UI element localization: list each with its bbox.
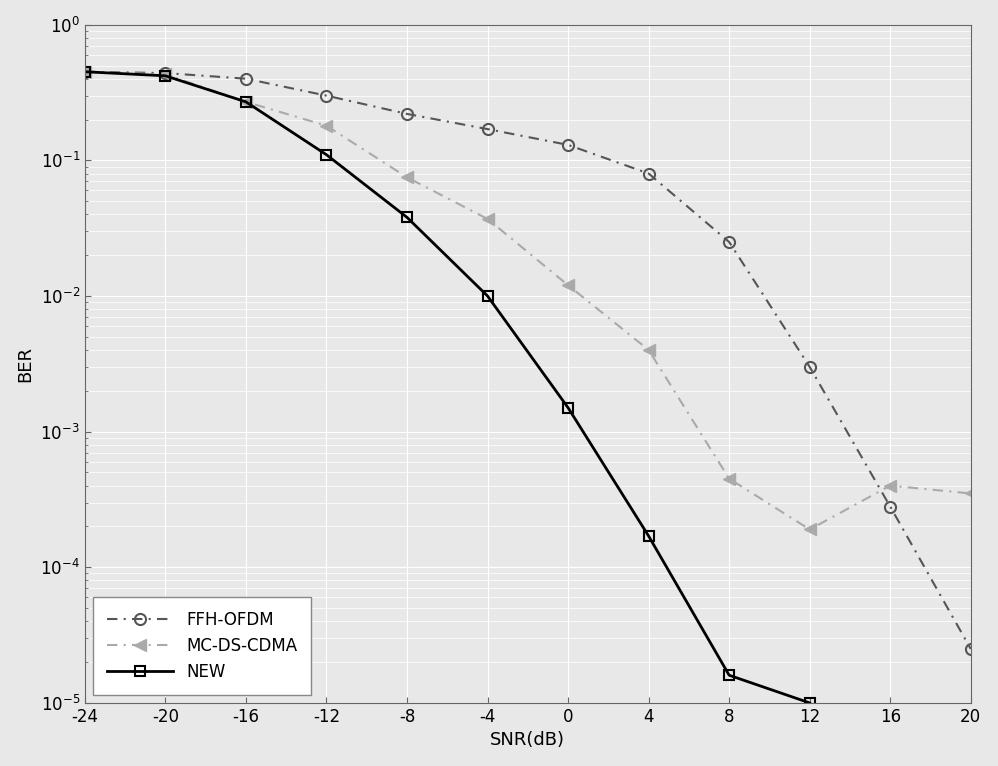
NEW — [240, 97, 251, 106]
FFH-OFDM — [482, 125, 494, 134]
FFH-OFDM — [562, 140, 574, 149]
MC-DS-CDMA — [562, 280, 574, 290]
FFH-OFDM — [884, 502, 896, 511]
FFH-OFDM — [160, 68, 172, 77]
X-axis label: SNR(dB): SNR(dB) — [490, 732, 565, 749]
FFH-OFDM — [803, 362, 815, 372]
FFH-OFDM — [320, 91, 332, 100]
Line: MC-DS-CDMA: MC-DS-CDMA — [79, 66, 976, 535]
FFH-OFDM — [401, 110, 413, 119]
Line: FFH-OFDM: FFH-OFDM — [79, 66, 976, 654]
MC-DS-CDMA — [79, 67, 91, 77]
Line: NEW: NEW — [80, 67, 814, 708]
MC-DS-CDMA — [884, 481, 896, 490]
NEW — [160, 71, 172, 80]
Y-axis label: BER: BER — [17, 345, 35, 381]
FFH-OFDM — [240, 74, 251, 83]
MC-DS-CDMA — [724, 474, 736, 483]
MC-DS-CDMA — [482, 214, 494, 224]
NEW — [803, 699, 815, 708]
FFH-OFDM — [965, 644, 977, 653]
NEW — [320, 150, 332, 159]
MC-DS-CDMA — [240, 97, 251, 106]
MC-DS-CDMA — [160, 70, 172, 79]
FFH-OFDM — [643, 169, 655, 178]
MC-DS-CDMA — [401, 172, 413, 182]
Legend: FFH-OFDM, MC-DS-CDMA, NEW: FFH-OFDM, MC-DS-CDMA, NEW — [93, 597, 311, 695]
NEW — [401, 213, 413, 222]
MC-DS-CDMA — [643, 345, 655, 355]
MC-DS-CDMA — [965, 489, 977, 498]
FFH-OFDM — [724, 237, 736, 247]
NEW — [79, 67, 91, 77]
MC-DS-CDMA — [320, 121, 332, 130]
FFH-OFDM — [79, 67, 91, 77]
NEW — [643, 532, 655, 541]
NEW — [482, 291, 494, 300]
NEW — [562, 403, 574, 412]
MC-DS-CDMA — [803, 525, 815, 534]
NEW — [724, 671, 736, 680]
